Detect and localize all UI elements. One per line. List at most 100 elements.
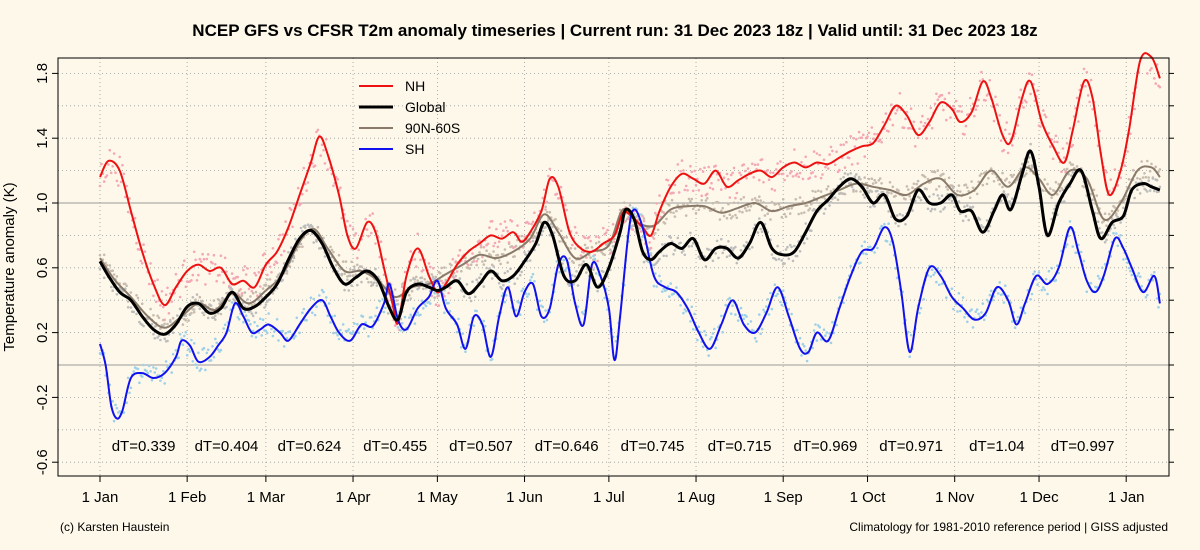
scatter-point [266, 278, 269, 281]
scatter-point [413, 278, 417, 281]
scatter-point [752, 329, 755, 333]
scatter-point [939, 210, 942, 213]
scatter-point [708, 186, 712, 190]
scatter-point [395, 299, 398, 302]
scatter-point [542, 188, 546, 191]
scatter-point [863, 240, 866, 244]
scatter-point [1153, 77, 1156, 80]
scatter-point [334, 263, 338, 267]
scatter-point [254, 274, 258, 277]
scatter-point [963, 133, 966, 136]
scatter-point [1109, 178, 1112, 181]
scatter-point [555, 260, 559, 263]
scatter-point [356, 322, 359, 326]
scatter-point [684, 214, 688, 217]
scatter-point [613, 240, 616, 244]
scatter-point [914, 145, 917, 148]
scatter-point [209, 359, 213, 362]
scatter-point [315, 130, 318, 134]
scatter-point [659, 280, 663, 283]
scatter-point [677, 191, 681, 194]
dt-label: dT=0.404 [195, 438, 259, 455]
scatter-point [447, 301, 450, 305]
scatter-point [970, 180, 973, 183]
scatter-point [396, 326, 400, 329]
scatter-point [729, 312, 733, 316]
scatter-point [313, 313, 317, 317]
scatter-point [251, 314, 255, 318]
scatter-point [334, 331, 338, 335]
scatter-point [542, 320, 546, 324]
scatter-point [209, 304, 213, 307]
scatter-point [514, 309, 518, 312]
scatter-point [999, 139, 1003, 142]
scatter-point [691, 328, 695, 331]
scatter-point [353, 322, 356, 325]
scatter-point [669, 211, 672, 214]
scatter-point [1011, 175, 1014, 179]
scatter-point [943, 206, 947, 209]
scatter-point [441, 281, 445, 285]
scatter-point [1105, 171, 1108, 174]
scatter-point [853, 145, 857, 148]
scatter-point [952, 104, 955, 108]
scatter-point [564, 203, 567, 207]
scatter-point [684, 184, 688, 188]
scatter-point [1084, 84, 1087, 88]
scatter-point [503, 248, 507, 251]
scatter-point [461, 332, 465, 335]
scatter-point [266, 273, 269, 277]
scatter-point [679, 169, 682, 173]
scatter-point [888, 181, 892, 184]
scatter-point [129, 386, 133, 390]
scatter-point [787, 207, 791, 210]
scatter-point [430, 273, 434, 276]
scatter-point [571, 243, 574, 247]
scatter-point [363, 327, 366, 330]
scatter-point [558, 240, 561, 243]
scatter-point [292, 337, 296, 340]
scatter-point [1001, 171, 1004, 175]
scatter-point [731, 248, 734, 252]
scatter-point [347, 289, 351, 292]
scatter-point [316, 128, 320, 132]
scatter-point [184, 331, 188, 334]
scatter-point [237, 318, 241, 321]
scatter-point [462, 295, 466, 298]
scatter-point [810, 229, 813, 232]
scatter-point [285, 269, 289, 273]
scatter-point [697, 255, 701, 259]
scatter-point [102, 180, 106, 183]
scatter-point [857, 175, 861, 179]
scatter-point [627, 217, 630, 221]
scatter-point [673, 249, 677, 252]
scatter-point [845, 140, 848, 144]
scatter-point [839, 177, 843, 181]
scatter-point [800, 211, 803, 215]
scatter-point [111, 269, 114, 273]
scatter-point [989, 289, 993, 293]
scatter-point [919, 120, 923, 124]
scatter-point [846, 173, 850, 176]
scatter-point [998, 183, 1001, 186]
scatter-point [694, 183, 698, 187]
scatter-point [895, 109, 899, 112]
scatter-point [183, 259, 186, 263]
scatter-point [517, 301, 521, 304]
scatter-point [249, 322, 252, 326]
scatter-point [541, 196, 545, 200]
scatter-point [164, 360, 168, 363]
scatter-point [919, 306, 923, 310]
scatter-point [905, 110, 909, 114]
scatter-point [261, 318, 265, 322]
scatter-point [978, 174, 982, 177]
scatter-point [980, 172, 983, 176]
scatter-point [838, 168, 841, 172]
scatter-point [126, 210, 130, 214]
scatter-point [784, 215, 788, 218]
scatter-point [492, 250, 495, 253]
scatter-point [819, 176, 823, 180]
scatter-point [857, 130, 861, 134]
scatter-point [153, 279, 157, 283]
